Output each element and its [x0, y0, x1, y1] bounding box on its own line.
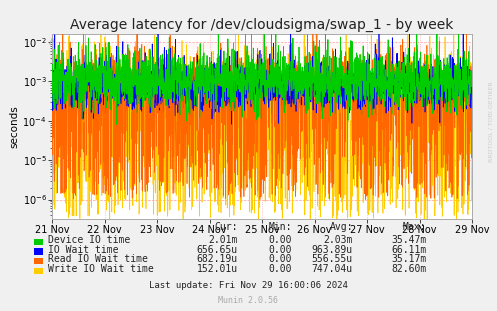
Text: Max:: Max:: [403, 222, 426, 232]
Text: 2.01m: 2.01m: [208, 235, 238, 245]
Text: RRDTOOL / TOBI OETIKER: RRDTOOL / TOBI OETIKER: [489, 81, 494, 162]
Text: Cur:: Cur:: [214, 222, 238, 232]
Text: Last update: Fri Nov 29 16:00:06 2024: Last update: Fri Nov 29 16:00:06 2024: [149, 281, 348, 290]
Text: 0.00: 0.00: [269, 235, 292, 245]
Text: 35.17m: 35.17m: [391, 254, 426, 264]
Text: Avg:: Avg:: [330, 222, 353, 232]
Text: 0.00: 0.00: [269, 245, 292, 255]
Text: 682.19u: 682.19u: [196, 254, 238, 264]
Text: 556.55u: 556.55u: [312, 254, 353, 264]
Text: Device IO time: Device IO time: [48, 235, 130, 245]
Title: Average latency for /dev/cloudsigma/swap_1 - by week: Average latency for /dev/cloudsigma/swap…: [71, 18, 454, 32]
Text: IO Wait time: IO Wait time: [48, 245, 119, 255]
Text: 66.11m: 66.11m: [391, 245, 426, 255]
Text: Read IO Wait time: Read IO Wait time: [48, 254, 148, 264]
Text: 35.47m: 35.47m: [391, 235, 426, 245]
Text: Min:: Min:: [269, 222, 292, 232]
Y-axis label: seconds: seconds: [9, 105, 20, 148]
Text: 963.89u: 963.89u: [312, 245, 353, 255]
Text: 0.00: 0.00: [269, 254, 292, 264]
Text: 656.65u: 656.65u: [196, 245, 238, 255]
Text: 747.04u: 747.04u: [312, 264, 353, 274]
Text: Write IO Wait time: Write IO Wait time: [48, 264, 154, 274]
Text: 0.00: 0.00: [269, 264, 292, 274]
Text: 2.03m: 2.03m: [324, 235, 353, 245]
Text: 82.60m: 82.60m: [391, 264, 426, 274]
Text: 152.01u: 152.01u: [196, 264, 238, 274]
Text: Munin 2.0.56: Munin 2.0.56: [219, 296, 278, 305]
